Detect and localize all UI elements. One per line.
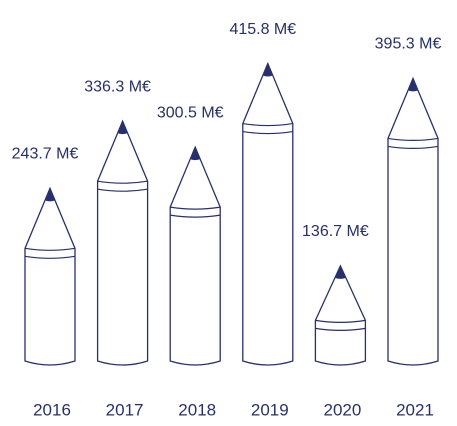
value-label: 415.8 M€	[229, 21, 296, 38]
value-label: 336.3 M€	[84, 78, 151, 95]
x-tick-label: 2018	[178, 400, 216, 419]
pencil-tip	[408, 78, 418, 92]
value-label: 243.7 M€	[12, 146, 79, 163]
pencil	[24, 186, 76, 366]
pencil	[169, 145, 221, 366]
pencil-tip	[334, 265, 346, 279]
pencil-band	[387, 137, 439, 150]
pencil-body	[24, 186, 76, 366]
value-label: 395.3 M€	[375, 36, 442, 53]
pencil-band	[315, 319, 366, 332]
pencil-body	[169, 145, 221, 366]
pencil-body	[387, 76, 439, 366]
pencil-band	[24, 247, 76, 259]
pencil-band	[242, 122, 293, 135]
pencil	[314, 264, 367, 366]
pencil-band	[97, 180, 148, 192]
x-tick-label: 2021	[396, 400, 434, 419]
x-tick-label: 2019	[251, 400, 289, 419]
pencil-tip	[45, 188, 55, 202]
pencil	[96, 119, 149, 366]
pencil-body	[242, 61, 294, 366]
pencil	[387, 76, 439, 366]
x-tick-label: 2020	[323, 400, 361, 419]
pencil-tip	[117, 121, 128, 135]
pencil-body	[314, 264, 367, 366]
pencil	[242, 61, 294, 366]
pencil-body	[96, 119, 149, 366]
x-tick-label: 2017	[106, 400, 144, 419]
pencil-tip	[190, 147, 201, 161]
x-tick-label: 2016	[33, 400, 71, 419]
pencil-tip	[262, 63, 273, 77]
value-label: 300.5 M€	[157, 104, 224, 121]
value-label: 136.7 M€	[302, 223, 369, 240]
pencil-band	[170, 206, 221, 218]
